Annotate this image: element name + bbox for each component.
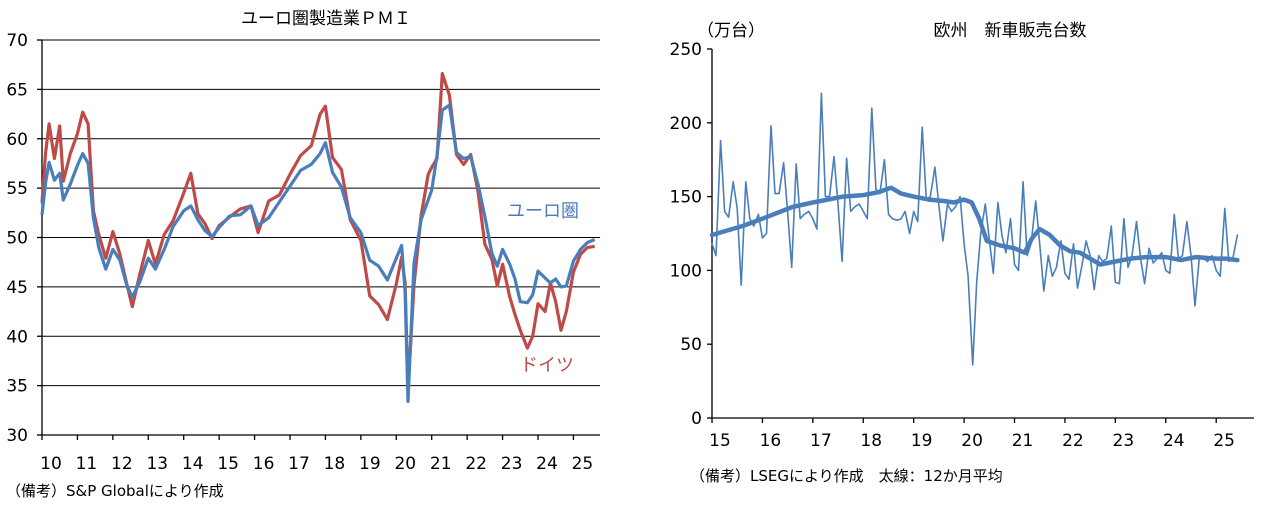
x-tick-label: 12 <box>111 454 133 474</box>
x-tick-label: 16 <box>253 454 275 474</box>
x-tick-label: 23 <box>1113 431 1135 451</box>
x-tick-label: 17 <box>810 431 832 451</box>
x-tick-label: 21 <box>430 454 452 474</box>
x-tick-labels: 10 11 12 13 14 15 16 17 18 19 20 21 22 23 24 25 <box>40 435 593 474</box>
x-tick-label: 11 <box>76 454 98 474</box>
source-note: （備考）S&P Globalにより作成 <box>6 482 224 500</box>
series-line-eurozone <box>40 103 596 403</box>
x-tick-label: 18 <box>324 454 346 474</box>
series-line-monthly <box>711 92 1239 366</box>
x-tick-label: 17 <box>288 454 310 474</box>
series-line-12m-average <box>709 185 1240 267</box>
x-tick-label: 14 <box>182 454 204 474</box>
x-tick-label: 13 <box>146 454 168 474</box>
x-tick-label: 24 <box>1163 431 1185 451</box>
x-tick-label: 21 <box>1012 431 1034 451</box>
x-tick-labels: 15 16 17 18 19 20 21 22 23 24 25 <box>709 418 1235 451</box>
x-tick-label: 20 <box>394 454 416 474</box>
x-tick-label: 15 <box>217 454 239 474</box>
chart-title: ユーロ圏製造業ＰＭＩ <box>241 9 411 29</box>
x-tick-label: 16 <box>760 431 782 451</box>
x-tick-label: 24 <box>536 454 558 474</box>
y-tick-label: 0 <box>691 409 702 429</box>
x-tick-label: 22 <box>1062 431 1084 451</box>
y-tick-label: 100 <box>670 261 702 281</box>
x-tick-label: 10 <box>40 454 62 474</box>
x-tick-label: 20 <box>961 431 983 451</box>
y-tick-label: 45 <box>6 278 28 298</box>
x-tick-label: 25 <box>1213 431 1235 451</box>
x-tick-label: 19 <box>359 454 381 474</box>
y-tick-label: 30 <box>6 426 28 446</box>
chart-eurozone-pmi: ユーロ圏製造業ＰＭＩ 30 35 40 45 50 55 60 65 70 10 11 12 13 14… <box>6 9 600 500</box>
y-tick-label: 50 <box>680 335 702 355</box>
x-tick-label: 19 <box>911 431 933 451</box>
y-tick-labels: 0 50 100 150 200 250 <box>670 40 712 429</box>
x-tick-label: 15 <box>709 431 731 451</box>
y-tick-label: 200 <box>670 114 702 134</box>
y-tick-label: 40 <box>6 327 28 347</box>
x-tick-label: 22 <box>465 454 487 474</box>
y-tick-label: 150 <box>670 188 702 208</box>
y-tick-labels: 30 35 40 45 50 55 60 65 70 <box>6 31 42 446</box>
series-lines <box>709 92 1240 366</box>
y-tick-label: 35 <box>6 377 28 397</box>
y-tick-label: 60 <box>6 130 28 150</box>
y-tick-label: 55 <box>6 179 28 199</box>
source-note: （備考）LSEGにより作成 太線：12か月平均 <box>690 467 1003 485</box>
y-tick-label: 65 <box>6 80 28 100</box>
y-axis-unit-label: （万台） <box>697 21 765 41</box>
chart-title: 欧州 新車販売台数 <box>934 21 1087 41</box>
legend-label-germany: ドイツ <box>520 355 574 376</box>
x-tick-label: 18 <box>860 431 882 451</box>
legend-label-eurozone: ユーロ圏 <box>507 201 579 222</box>
y-tick-label: 50 <box>6 229 28 249</box>
y-tick-label: 70 <box>6 31 28 51</box>
x-tick-label: 23 <box>501 454 523 474</box>
series-lines <box>40 72 596 403</box>
y-tick-label: 250 <box>670 40 702 60</box>
x-tick-label: 25 <box>572 454 594 474</box>
y-gridlines <box>42 39 600 387</box>
series-line-germany <box>40 72 595 393</box>
